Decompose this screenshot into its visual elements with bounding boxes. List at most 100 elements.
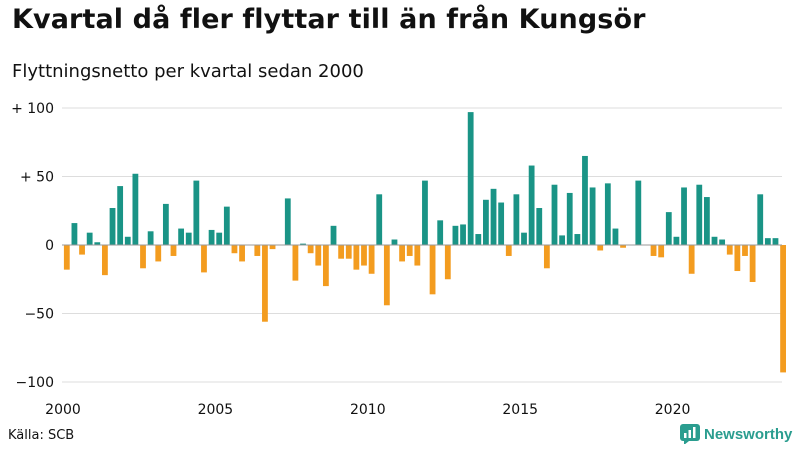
bar xyxy=(483,199,489,245)
bar xyxy=(117,186,124,245)
bar xyxy=(94,242,101,245)
y-gridlines xyxy=(62,107,782,383)
bar xyxy=(711,236,718,245)
bar xyxy=(551,184,558,245)
bar xyxy=(185,232,192,245)
chart-title: Kvartal då fler flyttar till än från Kun… xyxy=(12,4,646,35)
bars xyxy=(63,112,786,373)
brand-name: Newsworthy xyxy=(704,425,793,443)
brand-logo: Newsworthy xyxy=(680,424,792,444)
bar xyxy=(231,245,238,254)
bar xyxy=(437,220,444,245)
bar xyxy=(178,228,185,245)
bar xyxy=(604,183,611,245)
y-tick-labels: + 100 + 50 0 −50 −100 xyxy=(11,101,54,391)
bar xyxy=(574,234,581,245)
bar xyxy=(726,245,733,255)
bar xyxy=(307,245,314,254)
bar xyxy=(361,245,367,266)
bar xyxy=(376,194,383,245)
bar xyxy=(140,245,146,269)
bar xyxy=(353,245,360,270)
bar xyxy=(490,188,497,245)
bar xyxy=(513,194,520,245)
bar xyxy=(536,208,543,245)
bar xyxy=(216,232,223,245)
x-tick-label: 2020 xyxy=(655,402,691,418)
bar xyxy=(262,245,268,322)
y-tick-label: 0 xyxy=(45,238,54,254)
bar xyxy=(315,245,322,266)
bar xyxy=(254,245,261,256)
bar xyxy=(521,232,527,245)
x-tick-label: 2015 xyxy=(502,402,538,418)
bar xyxy=(345,245,352,259)
newsworthy-logo-icon xyxy=(680,424,700,444)
x-tick-label: 2000 xyxy=(45,402,81,418)
bar xyxy=(86,232,93,245)
bar xyxy=(650,245,657,256)
bar xyxy=(749,245,756,282)
bar xyxy=(620,245,626,248)
bar xyxy=(505,245,512,256)
bar xyxy=(528,165,535,245)
chart-subtitle: Flyttningsnetto per kvartal sedan 2000 xyxy=(12,61,364,82)
bar xyxy=(338,245,345,259)
bar xyxy=(498,202,505,245)
bar xyxy=(757,194,764,245)
bar xyxy=(368,245,375,274)
bar xyxy=(109,208,116,245)
y-tick-label: −100 xyxy=(16,375,54,391)
x-tick-label: 2005 xyxy=(198,402,234,418)
bar xyxy=(383,245,390,306)
bar xyxy=(422,180,428,245)
y-tick-label: −50 xyxy=(24,307,54,323)
bar xyxy=(414,245,421,266)
bar xyxy=(681,187,687,245)
x-tick-labels: 2000 2005 2010 2015 2020 xyxy=(45,402,690,418)
bar xyxy=(391,239,398,245)
bar xyxy=(330,225,337,245)
bar xyxy=(719,239,726,245)
bar xyxy=(269,245,276,250)
bar xyxy=(132,173,139,245)
bar xyxy=(597,245,604,251)
y-tick-label: + 100 xyxy=(11,101,54,117)
bar xyxy=(124,236,131,245)
bar xyxy=(170,245,177,256)
bar xyxy=(193,180,200,245)
source-label: Källa: SCB xyxy=(8,428,75,443)
bar xyxy=(688,245,695,274)
bar xyxy=(223,206,230,245)
bar xyxy=(63,245,70,270)
bar xyxy=(102,245,108,276)
bar xyxy=(764,238,771,245)
bar xyxy=(147,231,154,245)
bar xyxy=(635,180,642,245)
bar xyxy=(543,245,550,269)
bar xyxy=(399,245,405,262)
bar xyxy=(696,184,703,245)
bar xyxy=(208,229,215,245)
bar xyxy=(406,245,413,256)
bar xyxy=(780,245,786,373)
y-tick-label: + 50 xyxy=(20,170,54,186)
bar xyxy=(71,223,78,245)
bar xyxy=(475,234,482,245)
bar xyxy=(201,245,207,273)
bar xyxy=(658,245,665,258)
bar xyxy=(460,224,466,245)
bar xyxy=(742,245,748,256)
bar xyxy=(582,155,588,245)
bar xyxy=(734,245,741,272)
bar xyxy=(284,198,291,245)
bar xyxy=(772,238,779,245)
bar xyxy=(429,245,436,295)
bar xyxy=(589,187,596,245)
bar xyxy=(665,212,672,245)
x-tick-label: 2010 xyxy=(350,402,386,418)
bar xyxy=(444,245,451,280)
bar xyxy=(155,245,162,262)
bar xyxy=(162,203,169,245)
